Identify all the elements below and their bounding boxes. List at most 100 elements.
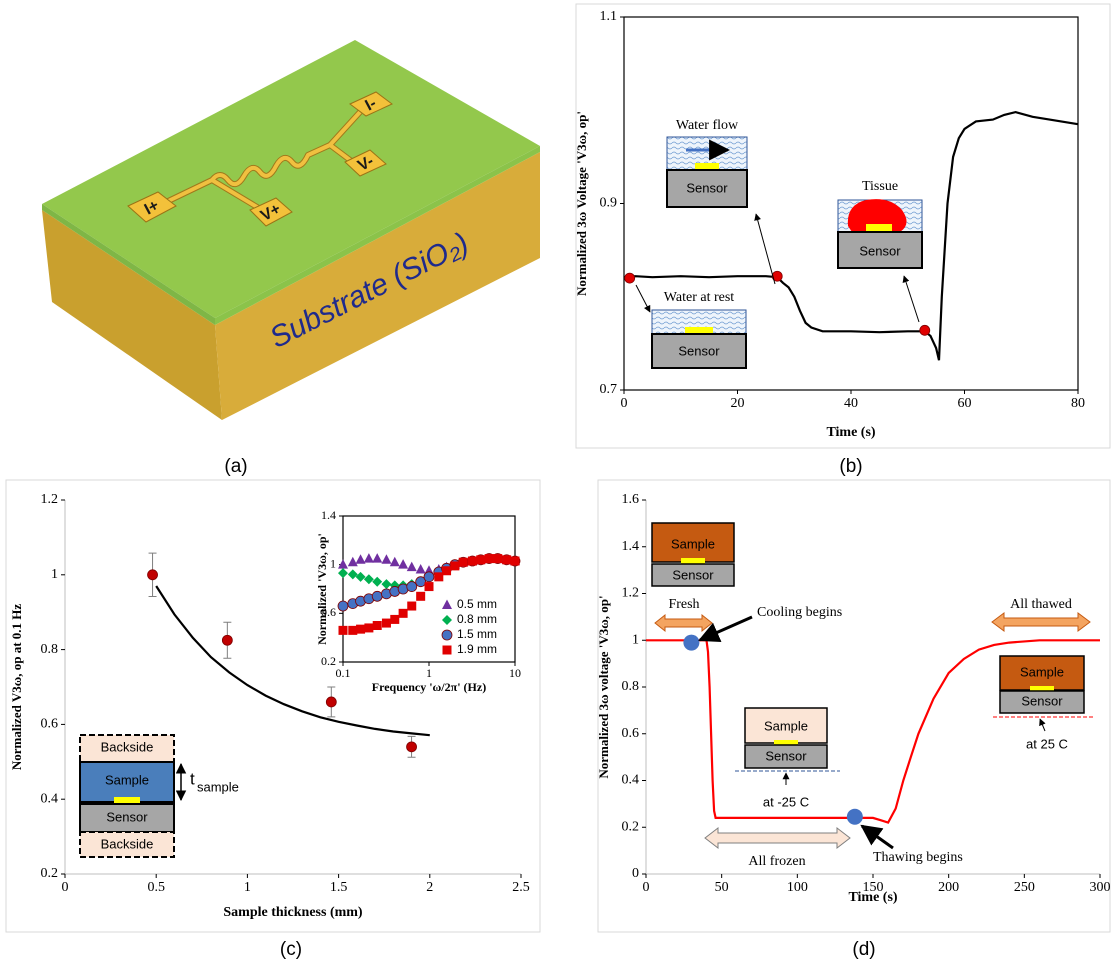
legend-marker — [443, 646, 452, 655]
y-tick-label: 1 — [51, 567, 58, 582]
annotation: All frozen — [748, 854, 805, 869]
annotation: Cooling begins — [757, 605, 842, 620]
annotation: Thawing begins — [873, 850, 963, 865]
y-tick-label: 0.8 — [622, 679, 640, 694]
data-point — [476, 555, 485, 564]
x-tick-label: 300 — [1090, 880, 1111, 895]
data-point — [407, 742, 417, 752]
y-tick-label: 0.7 — [600, 382, 618, 397]
data-point — [442, 566, 451, 575]
x-tick-label: 10 — [509, 666, 521, 680]
data-point — [468, 557, 477, 566]
y-tick-label: 0.9 — [600, 196, 618, 211]
heater — [695, 163, 719, 170]
data-point — [222, 635, 232, 645]
x-tick-label: 50 — [715, 880, 729, 895]
y-tick-label: 1.6 — [622, 492, 640, 507]
data-point — [511, 557, 520, 566]
y-tick-label: 1 — [632, 632, 639, 647]
page: Figure body { margin: 0; background: #ff… — [0, 0, 1114, 968]
y-axis-title: Normalized 'V3ω, op' — [315, 533, 329, 645]
annotation: Tissue — [862, 179, 898, 194]
x-tick-label: 1 — [426, 666, 432, 680]
x-tick-label: 40 — [844, 396, 858, 411]
data-point — [339, 626, 348, 635]
annotation: at 25 C — [1026, 736, 1068, 751]
data-point — [416, 592, 425, 601]
data-point — [407, 602, 416, 611]
annotation: at -25 C — [763, 794, 809, 809]
y-tick-label: 1.2 — [41, 492, 59, 507]
annotation: Sample — [105, 772, 149, 787]
y-tick-label: 0.6 — [622, 726, 640, 741]
annotation: Water at rest — [664, 290, 735, 305]
annotation: Sensor — [678, 343, 720, 358]
data-point — [424, 572, 434, 582]
caption: (d) — [852, 939, 875, 960]
x-tick-label: 200 — [938, 880, 959, 895]
data-point — [372, 591, 382, 601]
data-point — [373, 621, 382, 630]
y-tick-label: 0.2 — [321, 654, 336, 668]
data-point — [348, 626, 357, 635]
data-point — [425, 582, 434, 591]
y-tick-label: 0.8 — [41, 642, 59, 657]
annotation: Sensor — [859, 243, 901, 258]
x-tick-label: 250 — [1014, 880, 1035, 895]
annotation: Backside — [101, 739, 154, 754]
legend-marker — [442, 630, 452, 640]
x-axis-title: Sample thickness (mm) — [223, 905, 363, 920]
data-point — [502, 555, 511, 564]
data-point — [920, 325, 930, 335]
y-tick-label: 1.4 — [622, 539, 640, 554]
annotation: Sensor — [672, 567, 714, 582]
x-tick-label: 100 — [787, 880, 808, 895]
annotation: Backside — [101, 836, 154, 851]
x-tick-label: 2.5 — [512, 880, 530, 895]
x-tick-label: 0 — [62, 880, 69, 895]
legend-label: 0.5 mm — [457, 597, 497, 611]
y-tick-label: 0 — [632, 866, 639, 881]
annotation: Sample — [671, 536, 715, 551]
data-point — [364, 623, 373, 632]
heater — [866, 224, 892, 232]
y-axis-title: Normalized 3ω voltage 'V3ω, op' — [596, 595, 611, 778]
data-point — [407, 582, 417, 592]
data-point — [434, 572, 443, 581]
annotation: sample — [197, 779, 239, 794]
data-point — [382, 619, 391, 628]
figure: I+ V+ V- I- Substrate (SiO₂) 0.70.91.102… — [0, 0, 1114, 968]
data-point — [459, 558, 468, 567]
annotation: All thawed — [1010, 597, 1072, 612]
annotation: Sensor — [106, 809, 148, 824]
x-tick-label: 0 — [621, 396, 628, 411]
x-tick-label: 0.1 — [336, 666, 351, 680]
x-tick-label: 0.5 — [147, 880, 165, 895]
data-point — [399, 609, 408, 618]
legend-label: 0.8 mm — [457, 612, 497, 626]
x-axis-title: Time (s) — [826, 425, 875, 440]
caption: (a) — [224, 456, 247, 477]
data-point — [683, 635, 699, 651]
x-tick-label: 80 — [1071, 396, 1085, 411]
annotation: t — [190, 769, 195, 788]
y-tick-label: 0.4 — [41, 791, 59, 806]
x-tick-label: 0 — [643, 880, 650, 895]
data-point — [485, 554, 494, 563]
x-tick-label: 1 — [244, 880, 251, 895]
annotation: Water flow — [676, 118, 739, 133]
data-point — [148, 570, 158, 580]
caption: (c) — [280, 939, 302, 960]
x-tick-label: 20 — [731, 396, 745, 411]
data-point — [450, 561, 459, 570]
y-tick-label: 0.6 — [41, 717, 59, 732]
x-tick-label: 60 — [958, 396, 972, 411]
legend-label: 1.9 mm — [457, 642, 497, 656]
annotation: Sensor — [1021, 693, 1063, 708]
x-tick-label: 1.5 — [330, 880, 348, 895]
annotation: Sensor — [765, 748, 807, 763]
y-tick-label: 1.1 — [600, 9, 618, 24]
y-tick-label: 1 — [330, 556, 336, 570]
annotation: Fresh — [668, 597, 699, 612]
heater — [685, 327, 713, 334]
